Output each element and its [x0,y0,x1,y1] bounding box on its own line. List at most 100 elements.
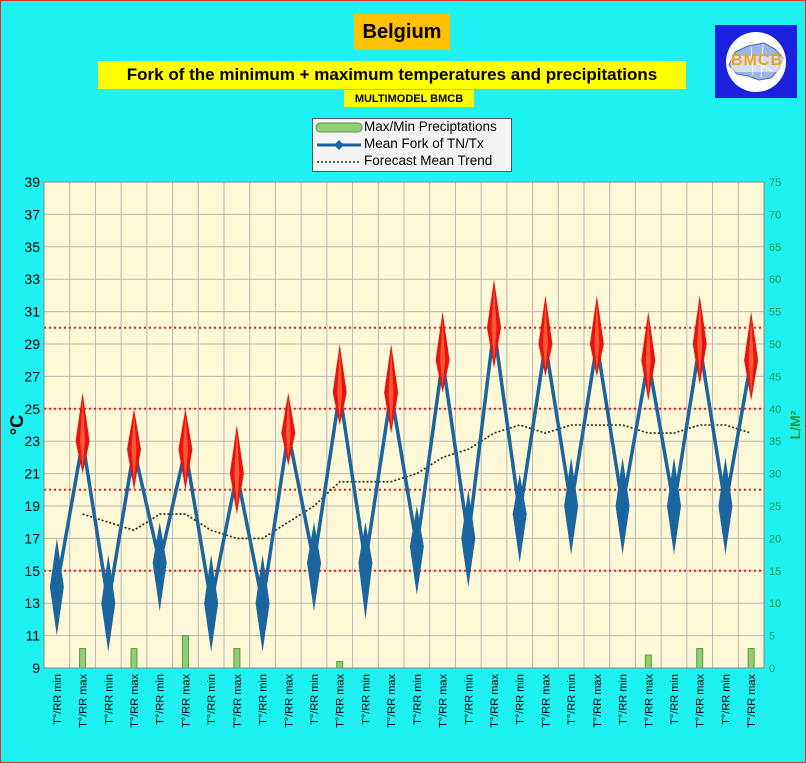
max-spread-highlight [337,350,343,419]
x-tick-label: T°/RR min [360,674,372,725]
bmcb-logo: BMCB [715,25,797,98]
x-tick-label: T°/RR min [566,674,578,725]
y-tick-label: 33 [24,271,40,287]
y2-tick-label: 65 [769,242,781,254]
x-tick-label: T°/RR min [463,674,475,725]
x-tick-label: T°/RR max [283,674,295,728]
legend-item-precip: Max/Min Preciptations [313,119,511,136]
x-tick-label: T°/RR max [592,674,604,728]
min-spread-marker [101,554,116,652]
max-spread-highlight [594,301,600,371]
min-spread-marker [564,457,579,555]
x-tick-label: T°/RR min [309,674,321,725]
x-tick-label: T°/RR min [103,674,115,725]
min-spread-marker [358,522,373,620]
precip-bar [336,661,344,669]
fork-line [55,326,753,605]
min-spread-marker [307,522,321,612]
max-spread-highlight [182,414,188,484]
min-spread-marker [204,554,219,652]
source-label: MULTIMODEL BMCB [344,90,474,107]
x-tick-label: T°/RR min [155,674,167,725]
x-tick-label: T°/RR max [129,674,141,728]
max-spread-highlight [388,350,394,428]
y-tick-label: 25 [24,401,40,417]
y-tick-label: 23 [24,433,40,449]
max-spread-highlight [542,301,548,371]
x-tick-label: T°/RR min [52,674,64,725]
y2-tick-label: 25 [769,501,781,513]
x-tick-label: T°/RR max [643,674,655,728]
min-spread-marker [49,538,64,636]
legend-swatch-fork [317,140,361,150]
trend-line [82,424,752,540]
y-tick-label: 17 [24,530,40,546]
plot-border [43,181,765,669]
max-spread-highlight [491,285,497,363]
legend-label-trend: Forecast Mean Trend [364,153,493,168]
y-tick-label: 9 [32,660,40,676]
x-tick-label: T°/RR max [232,674,244,728]
min-spread-marker [409,506,424,596]
y2-axis-title: L/M² [787,410,803,439]
y2-tick-label: 35 [769,436,781,448]
x-tick-label: T°/RR max [695,674,707,728]
legend-item-fork: Mean Fork of TN/Tx [313,136,511,153]
x-tick-label: T°/RR max [386,674,398,728]
y2-tick-label: 60 [769,274,781,286]
x-tick-label: T°/RR min [669,674,681,725]
legend-swatch-precip [315,122,363,133]
max-spread-highlight [234,431,240,509]
y-tick-label: 39 [24,174,40,190]
max-spread-highlight [440,317,446,387]
min-spread-marker [152,522,167,612]
y-tick-label: 13 [24,595,40,611]
chart-legend: Max/Min Preciptations Mean Fork of TN/Tx… [312,118,512,172]
y2-tick-label: 40 [769,404,781,416]
precip-bar [181,635,189,669]
y2-tick-label: 20 [769,533,781,545]
precip-bar [747,648,755,669]
legend-swatch-trend [317,161,361,163]
y-tick-label: 29 [24,336,40,352]
y2-tick-label: 30 [769,469,781,481]
min-spread-marker [718,457,733,555]
legend-label-precip: Max/Min Preciptations [364,119,497,134]
min-spread-marker [461,489,476,587]
x-tick-label: T°/RR min [515,674,527,725]
y2-tick-label: 10 [769,598,781,610]
x-tick-label: T°/RR max [335,674,347,728]
precip-bar [130,648,138,669]
max-spread-highlight [697,301,703,379]
x-tick-label: T°/RR min [618,674,630,725]
x-tick-label: T°/RR max [746,674,758,728]
y2-tick-label: 55 [769,307,781,319]
x-tick-label: T°/RR min [206,674,218,725]
y-tick-label: 37 [24,206,40,222]
y2-tick-label: 70 [769,209,781,221]
y-tick-label: 11 [25,628,40,644]
x-tick-label: T°/RR min [258,674,270,725]
y2-tick-label: 75 [769,177,781,189]
y-tick-label: 27 [24,368,40,384]
precip-bar [233,648,241,669]
y2-tick-label: 50 [769,339,781,351]
x-tick-label: T°/RR max [489,674,501,728]
x-tick-label: T°/RR min [412,674,424,725]
x-tick-label: T°/RR max [540,674,552,728]
max-spread-highlight [748,317,754,395]
chart-subtitle: Fork of the minimum + maximum temperatur… [98,61,686,89]
min-spread-marker [512,473,527,563]
y2-tick-label: 5 [769,631,775,643]
x-tick-label: T°/RR min [720,674,732,725]
x-tick-label: T°/RR max [180,674,192,728]
max-spread-highlight [285,398,291,460]
min-spread-marker [615,457,630,555]
max-spread-highlight [645,317,651,395]
y-tick-label: 31 [24,304,40,320]
y-tick-label: 15 [24,563,40,579]
belgium-map-icon [726,32,786,92]
min-spread-marker [667,457,681,555]
max-spread-highlight [131,414,137,484]
